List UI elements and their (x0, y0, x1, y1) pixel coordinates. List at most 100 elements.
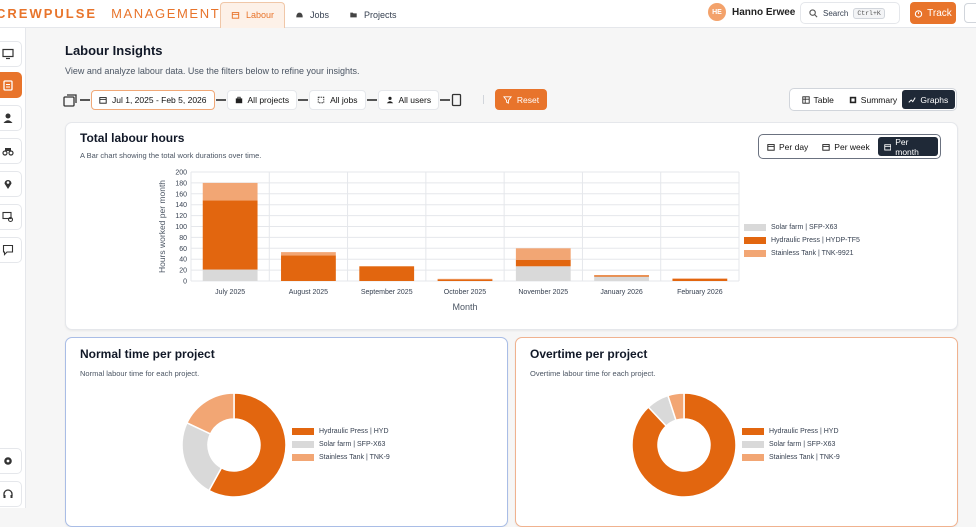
x-tick-label: October 2025 (444, 289, 487, 296)
legend-item[interactable]: Solar farm | SFP-X63 (292, 438, 390, 451)
legend-item[interactable]: Solar farm | SFP-X63 (742, 438, 840, 451)
x-tick-label: September 2025 (361, 289, 413, 296)
calendar-icon (231, 12, 240, 19)
track-button[interactable]: Track (910, 2, 956, 24)
sidebar-item-devices[interactable] (0, 204, 22, 230)
vehicle-icon (2, 148, 14, 156)
users-filter[interactable]: All users (377, 90, 440, 110)
filter-connector (215, 99, 226, 101)
normal-time-subtitle: Normal labour time for each project. (80, 369, 200, 378)
monitor-icon (2, 48, 14, 60)
date-range-picker[interactable]: Jul 1, 2025 - Feb 5, 2026 (91, 90, 215, 110)
user-icon (386, 96, 393, 104)
legend-label: Stainless Tank | TNK-9 (769, 454, 840, 461)
sidebar-item-locations[interactable] (0, 171, 22, 197)
legend-label: Solar farm | SFP-X63 (319, 441, 386, 448)
legend-swatch (292, 454, 314, 461)
line-chart-icon (908, 96, 916, 103)
bar-segment (437, 279, 493, 281)
bar-segment (594, 276, 649, 281)
page-subtitle: View and analyze labour data. Use the fi… (65, 66, 360, 76)
normal-time-donut-chart (181, 392, 287, 498)
y-tick-label: 200 (175, 170, 187, 177)
bar-segment (594, 275, 649, 276)
tab-label: Projects (364, 9, 397, 20)
legend-swatch (742, 454, 764, 461)
legend-item[interactable]: Stainless Tank | TNK-9 (742, 451, 840, 464)
tab-labour[interactable]: Labour (220, 1, 286, 28)
donut-slice (185, 392, 235, 435)
sidebar-item-labour[interactable] (0, 72, 22, 98)
search-label: Search (823, 8, 849, 18)
y-tick-label: 60 (179, 246, 187, 253)
legend-item[interactable]: Hydraulic Press | HYDP-TF5 (744, 234, 894, 247)
sidebar-item-settings[interactable] (0, 448, 22, 474)
normal-time-title: Normal time per project (80, 347, 215, 361)
legend-swatch (292, 441, 314, 448)
period-week-label: Per week (834, 141, 870, 152)
bar-segment (515, 259, 571, 267)
y-tick-label: 160 (175, 191, 187, 198)
bar-segment (281, 252, 336, 256)
legend-swatch (744, 250, 766, 257)
legend-item[interactable]: Stainless Tank | TNK-9 (292, 451, 390, 464)
view-graphs-button[interactable]: Graphs (901, 90, 955, 109)
search-button[interactable]: Search Ctrl+K (800, 2, 900, 24)
period-day-label: Per day (779, 141, 809, 152)
legend-item[interactable]: Hydraulic Press | HYD (292, 425, 390, 438)
legend-item[interactable]: Stainless Tank | TNK-9921 (744, 247, 894, 260)
bar-segment (437, 278, 493, 280)
sidebar-item-vehicles[interactable] (0, 138, 22, 164)
tab-label: Jobs (310, 9, 330, 20)
filter-connector (80, 99, 90, 101)
bar-segment (672, 278, 728, 281)
period-month-button[interactable]: Per month (877, 137, 938, 157)
y-tick-label: 120 (175, 213, 187, 220)
sidebar-item-support[interactable] (0, 481, 22, 507)
y-tick-label: 140 (175, 202, 187, 209)
stopwatch-icon (914, 9, 923, 18)
tab-jobs[interactable]: Jobs (285, 2, 339, 28)
y-tick-label: 180 (175, 180, 187, 187)
legend-label: Stainless Tank | TNK-9 (319, 454, 390, 461)
brand-name: CREWPULSE (0, 6, 98, 21)
legend-swatch (744, 237, 766, 244)
sidebar-item-dashboard[interactable] (0, 41, 22, 67)
document-icon (451, 93, 462, 107)
filter-divider (483, 95, 484, 104)
view-summary-button[interactable]: Summary (846, 90, 899, 109)
y-axis-label: Hours worked per month (157, 180, 167, 273)
overtime-legend: Hydraulic Press | HYD Solar farm | SFP-X… (742, 425, 840, 464)
sidebar (0, 28, 26, 508)
bar-segment (515, 248, 571, 260)
overtime-subtitle: Overtime labour time for each project. (530, 369, 656, 378)
tab-projects[interactable]: Projects (339, 2, 407, 28)
brand-logo[interactable]: CREWPULSE MANAGEMENT (0, 6, 220, 22)
bar-segment (202, 269, 258, 281)
sidebar-item-messages[interactable] (0, 237, 22, 263)
sidebar-item-users[interactable] (0, 105, 22, 131)
layers-icon (63, 94, 77, 107)
reset-button[interactable]: Reset (495, 89, 547, 110)
legend-item[interactable]: Solar farm | SFP-X63 (744, 221, 894, 234)
overtime-card (515, 337, 958, 527)
period-week-button[interactable]: Per week (816, 137, 875, 156)
top-bar: CREWPULSE MANAGEMENT Labour Jobs Project… (0, 0, 976, 28)
period-day-button[interactable]: Per day (761, 137, 814, 156)
summary-icon (849, 96, 856, 103)
calendar-icon (822, 143, 830, 151)
view-summary-label: Summary (860, 94, 898, 105)
legend-swatch (292, 428, 314, 435)
headset-icon (3, 489, 13, 498)
jobs-filter[interactable]: All jobs (309, 90, 366, 110)
total-hours-subtitle: A Bar chart showing the total work durat… (80, 151, 262, 160)
user-menu[interactable]: HE Hanno Erwee (708, 3, 795, 21)
avatar: HE (708, 3, 726, 21)
projects-filter[interactable]: All projects (226, 90, 298, 110)
legend-item[interactable]: Hydraulic Press | HYD (742, 425, 840, 438)
jobs-filter-value: All jobs (330, 95, 358, 105)
view-graphs-label: Graphs (920, 94, 949, 105)
brand-suffix: MANAGEMENT (111, 6, 221, 21)
view-table-button[interactable]: Table (791, 90, 844, 109)
more-button[interactable] (964, 3, 976, 23)
